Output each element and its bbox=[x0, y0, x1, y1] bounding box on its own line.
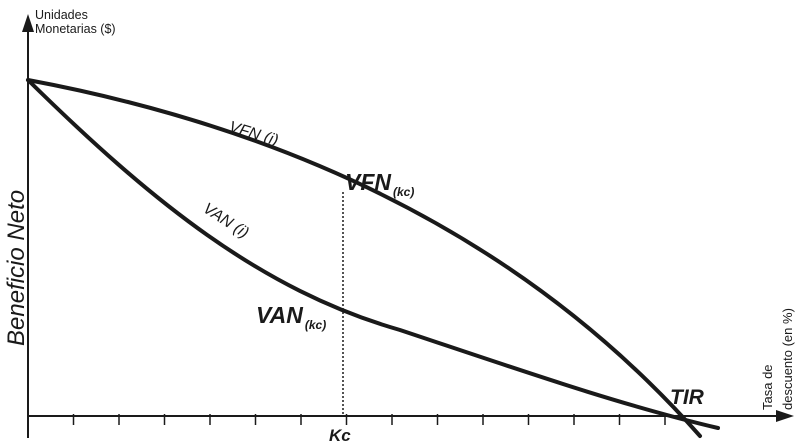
x-axis-title-line2: descuento (en %) bbox=[780, 308, 795, 410]
x-axis-ticks bbox=[27, 414, 666, 425]
y-axis-arrowhead bbox=[22, 14, 34, 32]
van-kc-main: VAN bbox=[256, 302, 303, 328]
y-axis-side-label: Beneficio Neto bbox=[3, 190, 30, 346]
vfn-kc-main: VFN bbox=[345, 169, 391, 195]
vfn-kc-label: VFN (kc) bbox=[345, 169, 414, 199]
vfn-curve bbox=[26, 78, 702, 438]
x-axis-title-line1: Tasa de bbox=[760, 364, 775, 410]
vfn-kc-sub: (kc) bbox=[393, 185, 414, 199]
x-axis-arrowhead bbox=[776, 410, 794, 422]
kc-label: Kc bbox=[329, 426, 351, 445]
van-curve bbox=[26, 78, 720, 430]
y-axis-title-line1: Unidades bbox=[35, 8, 88, 22]
vfn-curve-label: VFN (i) bbox=[227, 119, 280, 150]
van-kc-label: VAN (kc) bbox=[256, 302, 326, 332]
van-kc-sub: (kc) bbox=[305, 318, 326, 332]
tir-label: TIR bbox=[670, 386, 705, 409]
y-axis-title-line2: Monetarias ($) bbox=[35, 22, 116, 36]
